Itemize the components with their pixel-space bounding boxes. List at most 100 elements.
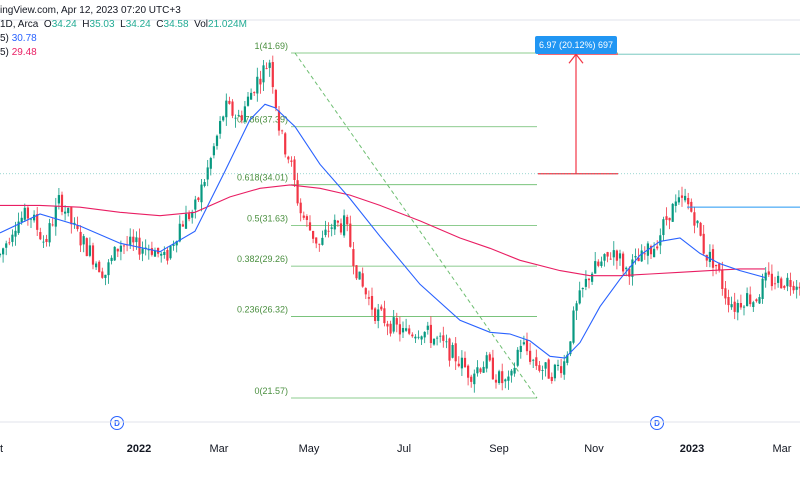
candle bbox=[445, 334, 448, 349]
candle-body bbox=[8, 242, 11, 244]
candle-body bbox=[76, 225, 79, 230]
candle-body bbox=[494, 379, 498, 383]
candle bbox=[671, 202, 674, 223]
candle-body bbox=[169, 245, 172, 259]
candle-body bbox=[222, 116, 225, 121]
candle bbox=[538, 360, 541, 373]
candle bbox=[401, 321, 405, 339]
candle-body bbox=[364, 288, 367, 295]
time-axis-tick-label: 2022 bbox=[127, 443, 151, 455]
candle-body bbox=[333, 219, 336, 230]
candle-body bbox=[296, 180, 299, 204]
candle-body bbox=[324, 229, 327, 236]
candle-body bbox=[597, 261, 600, 266]
candle bbox=[271, 55, 274, 94]
candle bbox=[265, 62, 268, 70]
candle-body bbox=[777, 275, 780, 283]
measure-arrow-head[interactable] bbox=[568, 53, 584, 64]
candle bbox=[606, 251, 609, 263]
candle bbox=[169, 245, 172, 260]
candle bbox=[352, 242, 355, 275]
candle-body bbox=[696, 220, 699, 224]
candle bbox=[23, 203, 26, 222]
fib-level-label: 0.382(29.26) bbox=[237, 254, 288, 264]
candle-body bbox=[67, 207, 70, 214]
fib-trend-line[interactable] bbox=[294, 52, 538, 399]
candle-body bbox=[166, 249, 169, 261]
candle bbox=[622, 251, 625, 276]
candle bbox=[386, 320, 389, 336]
candle bbox=[668, 217, 671, 230]
candle bbox=[491, 349, 494, 380]
candle-body bbox=[501, 371, 504, 384]
candle-body bbox=[587, 278, 591, 281]
candle bbox=[339, 218, 343, 235]
candle bbox=[203, 178, 206, 188]
candle bbox=[494, 374, 498, 389]
candle-body bbox=[302, 215, 305, 218]
candle-body bbox=[141, 248, 144, 254]
candle-body bbox=[755, 299, 758, 302]
candle bbox=[327, 222, 330, 238]
candle-body bbox=[773, 283, 777, 285]
candle-body bbox=[386, 323, 389, 327]
candle bbox=[274, 88, 277, 112]
time-axis-tick-label: Nov bbox=[584, 443, 604, 455]
candle-body bbox=[529, 350, 532, 362]
candle-body bbox=[246, 96, 250, 106]
candle bbox=[11, 229, 14, 247]
candle-body bbox=[191, 211, 194, 218]
candle-body bbox=[674, 201, 677, 206]
candle-body bbox=[231, 101, 234, 116]
candle bbox=[8, 237, 11, 246]
candle bbox=[144, 239, 147, 256]
candle bbox=[556, 359, 560, 371]
candle-body bbox=[761, 278, 764, 299]
candle-body bbox=[2, 248, 5, 255]
candle-body bbox=[39, 232, 42, 240]
candle-body bbox=[60, 194, 64, 212]
candle-body bbox=[463, 357, 467, 368]
candle bbox=[423, 331, 426, 344]
dividend-marker-circle[interactable] bbox=[110, 416, 124, 430]
candle-body bbox=[110, 257, 113, 262]
candle-body bbox=[392, 317, 395, 332]
candle bbox=[231, 99, 234, 119]
candle bbox=[377, 303, 380, 329]
candle bbox=[197, 196, 200, 203]
candle bbox=[215, 134, 219, 150]
candle bbox=[504, 378, 507, 389]
candle bbox=[253, 91, 256, 96]
legend-ma-pink[interactable]: 5) 29.48 bbox=[0, 47, 37, 58]
candle bbox=[693, 206, 696, 234]
candle bbox=[293, 156, 296, 187]
candle-body bbox=[64, 211, 67, 214]
candle bbox=[157, 247, 160, 258]
candle-body bbox=[584, 278, 587, 287]
candle-body bbox=[708, 251, 711, 262]
candle bbox=[246, 92, 250, 107]
dividend-marker[interactable]: D bbox=[650, 416, 664, 430]
candle bbox=[237, 109, 240, 117]
candle bbox=[302, 211, 305, 220]
fib-trend-dashed-line[interactable] bbox=[294, 52, 538, 399]
candle-body bbox=[395, 318, 398, 325]
dividend-marker-circle[interactable] bbox=[650, 416, 664, 430]
dividend-marker[interactable]: D bbox=[110, 416, 124, 430]
candle-body bbox=[460, 357, 463, 369]
time-axis-tick-label: May bbox=[299, 443, 320, 455]
candle-body bbox=[476, 367, 479, 374]
legend-ma-blue[interactable]: 5) 30.78 bbox=[0, 33, 37, 44]
candle-body bbox=[352, 249, 355, 267]
candle bbox=[519, 339, 522, 359]
fibonacci-retracement[interactable]: 1(41.69) 0.786(37.39) 0.618(34.01) 0.5(31.6… bbox=[237, 41, 618, 399]
candle bbox=[467, 364, 470, 386]
candle bbox=[0, 252, 2, 258]
moving-average-pink bbox=[0, 184, 765, 277]
candle bbox=[777, 271, 780, 288]
candle-body bbox=[715, 264, 718, 267]
price-range-measure[interactable] bbox=[0, 53, 800, 175]
